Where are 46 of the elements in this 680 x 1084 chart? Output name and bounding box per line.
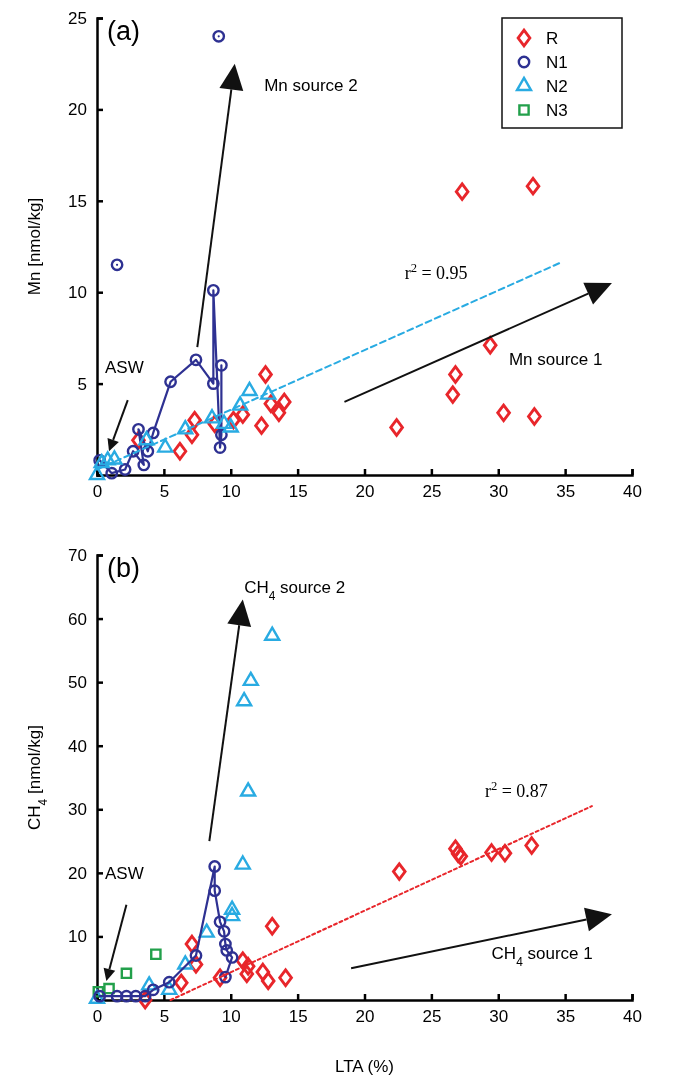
y-tick-label: 20 [68, 863, 87, 883]
x-tick-label: 15 [288, 1007, 308, 1027]
x-tick-label: 25 [422, 1007, 442, 1027]
x-tick-label: 25 [422, 482, 442, 502]
y-tick-label: 50 [68, 673, 87, 693]
x-tick-label: 20 [355, 482, 375, 502]
x-tick-label: 10 [221, 482, 241, 502]
annotation: r$^{2}$ = 0.87 [484, 778, 548, 801]
x-tick-label: 35 [556, 1007, 576, 1027]
y-tick-label: 60 [68, 609, 87, 629]
annotation: Mn source 2 [264, 76, 358, 96]
x-tick-label: 10 [221, 1007, 241, 1027]
x-tick-label: 30 [489, 1007, 509, 1027]
annotation: Mn source 1 [508, 350, 603, 370]
x-tick-label: 5 [159, 1007, 170, 1027]
x-tick-label: 0 [92, 1007, 103, 1027]
y-tick-label: 25 [68, 8, 87, 28]
x-tick-label: 30 [489, 482, 509, 502]
legend-label: R [546, 29, 559, 48]
y-tick-label: 70 [68, 545, 87, 565]
y-tick-label: 10 [68, 927, 87, 947]
legend-label: N2 [546, 77, 568, 96]
x-tick-label: 40 [623, 1007, 642, 1027]
x-tick-label: 40 [623, 482, 642, 502]
y-tick-label: 20 [68, 100, 87, 120]
y-axis-title: Mn [nmol/kg] [25, 197, 44, 296]
legend-label: N1 [546, 53, 568, 72]
annotation: ASW [105, 357, 144, 377]
y-tick-label: 40 [68, 736, 87, 756]
y-tick-label: 5 [77, 374, 87, 394]
x-tick-label: 5 [159, 482, 170, 502]
x-axis-title: LTA (%) [335, 1057, 394, 1076]
annotation: ASW [105, 864, 144, 884]
x-tick-label: 20 [355, 1007, 375, 1027]
y-tick-label: 15 [68, 191, 87, 211]
annotation: CH$_{4}$ source 2 [244, 578, 346, 604]
y-tick-label: 10 [68, 283, 87, 303]
chart-title: (b) [107, 553, 140, 583]
x-tick-label: 15 [288, 482, 308, 502]
annotation: r$^{2}$ = 0.95 [404, 261, 468, 284]
x-tick-label: 0 [92, 482, 103, 502]
chart-title: (a) [107, 16, 140, 46]
annotation: CH$_{4}$ source 1 [491, 943, 593, 969]
y-tick-label: 30 [68, 800, 87, 820]
x-tick-label: 35 [556, 482, 576, 502]
legend-label: N3 [546, 101, 568, 120]
